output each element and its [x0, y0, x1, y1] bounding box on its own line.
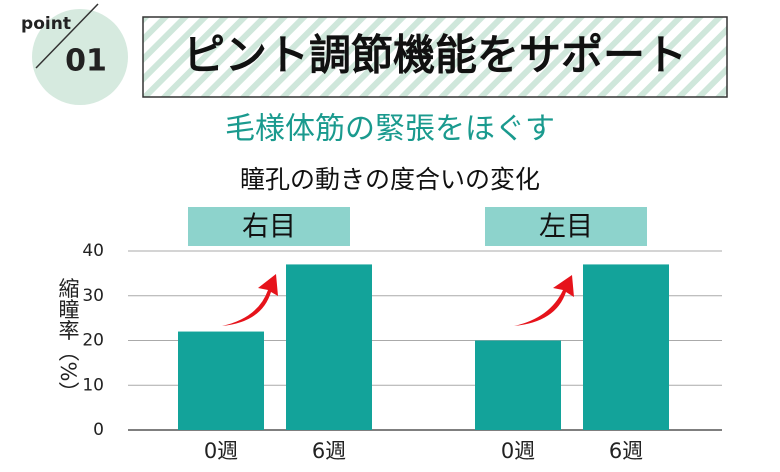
x-tick-label: 0週	[204, 439, 238, 463]
x-tick-label: 6週	[312, 439, 346, 463]
badge-slash	[35, 3, 99, 69]
bar	[583, 264, 669, 430]
badge-circle	[32, 9, 128, 105]
y-axis-label: 縮瞳率（%）	[56, 278, 80, 403]
title: ピント調節機能をサポート	[183, 31, 687, 80]
y-tick-label: 30	[82, 286, 104, 306]
group-label-box	[485, 207, 647, 246]
heading: 瞳孔の動きの度合いの変化	[240, 165, 540, 194]
group-label: 左目	[539, 212, 593, 243]
bar	[475, 340, 561, 430]
badge-number: 01	[65, 44, 107, 79]
badge-point: point	[21, 14, 71, 34]
y-tick-label: 40	[82, 241, 104, 261]
group-label-box	[188, 207, 350, 246]
x-tick-label: 0週	[501, 439, 535, 463]
x-tick-label: 6週	[609, 439, 643, 463]
y-tick-label: 0	[93, 420, 104, 440]
bar	[286, 264, 372, 430]
title-box	[142, 16, 728, 98]
y-tick-label: 10	[82, 375, 104, 395]
y-tick-label: 20	[82, 331, 104, 351]
group-label: 右目	[242, 212, 296, 243]
subtitle: 毛様体筋の緊張をほぐす	[225, 112, 555, 147]
arrow	[222, 274, 278, 326]
bar	[178, 331, 264, 430]
arrow	[514, 275, 574, 326]
